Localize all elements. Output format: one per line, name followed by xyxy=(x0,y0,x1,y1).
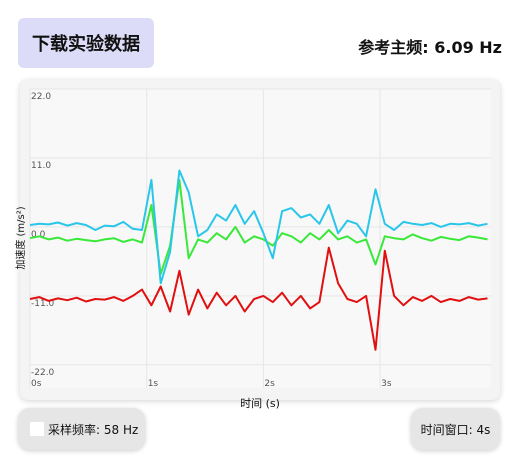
download-button[interactable]: 下载实验数据 xyxy=(18,18,154,68)
time-window: 时间窗口: 4s xyxy=(420,422,491,437)
x-tick-label: 2s xyxy=(264,379,275,389)
y-tick-label: 22.0 xyxy=(31,92,51,102)
indicator xyxy=(30,422,44,436)
y-tick-label: -11.0 xyxy=(31,299,55,309)
x-tick-label: 1s xyxy=(148,379,159,389)
sample-rate: 采样频率: 58 Hz xyxy=(48,422,139,437)
reference-frequency: 参考主频: 6.09 Hz xyxy=(358,38,502,57)
x-axis-label: 时间 (s) xyxy=(240,397,280,410)
data-line xyxy=(29,178,488,275)
x-tick-label: 3s xyxy=(381,379,392,389)
y-axis-label: 加速度 (m/s²) xyxy=(14,206,27,269)
y-tick-label: 0.0 xyxy=(31,230,46,240)
sample-rate-pill: 采样频率: 58 Hz xyxy=(18,408,145,450)
data-line xyxy=(29,169,488,285)
data-line xyxy=(29,246,488,351)
y-tick-label: 11.0 xyxy=(31,161,51,171)
x-tick-label: 0s xyxy=(31,379,42,389)
y-tick-label: -22.0 xyxy=(31,368,55,378)
time-window-pill: 时间窗口: 4s xyxy=(411,408,500,450)
